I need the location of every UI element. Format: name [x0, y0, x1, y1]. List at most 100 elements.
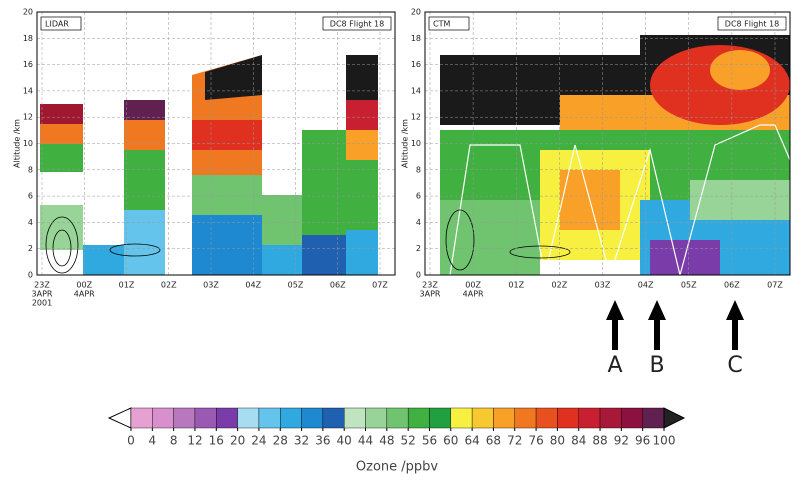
x-tick-label: 02Z [161, 281, 177, 290]
colorbar-tick-label: 24 [251, 434, 266, 448]
y-tick-label: 12 [23, 113, 33, 122]
x-tick-label: 07Z [767, 281, 783, 290]
colorbar-cell [216, 408, 237, 428]
arrow-shaft [612, 318, 618, 350]
colorbar-tick-label: 96 [635, 434, 650, 448]
colorbar-max-end [664, 408, 684, 428]
colorbar-tick-label: 40 [337, 434, 352, 448]
colorbar-tick-label: 36 [315, 434, 330, 448]
colorbar-cell [600, 408, 621, 428]
y-tick-label: 2 [416, 244, 421, 253]
y-tick-label: 18 [23, 34, 33, 43]
colorbar-tick-label: 88 [592, 434, 607, 448]
colorbar-tick-label: 68 [486, 434, 501, 448]
x-tick-label: 3APR [32, 290, 53, 299]
colorbar-tick-label: 60 [443, 434, 458, 448]
x-tick-label: 04Z [245, 281, 261, 290]
x-tick-label: 05Z [681, 281, 697, 290]
x-tick-label: 01Z [119, 281, 135, 290]
colorbar-cell [472, 408, 493, 428]
x-tick-label: 00Z [465, 281, 481, 290]
x-tick-label: 23Z [34, 281, 50, 290]
y-tick-label: 0 [28, 271, 33, 280]
flight-label: DC8 Flight 18 [725, 20, 779, 29]
x-tick-label: 03Z [203, 281, 219, 290]
colorbar-cell [366, 408, 387, 428]
x-tick-label: 2001 [32, 299, 52, 308]
arrow-label: B [649, 353, 664, 378]
colorbar-tick-label: 4 [148, 434, 156, 448]
colorbar-cell [515, 408, 536, 428]
colorbar-cell [259, 408, 280, 428]
y-tick-label: 20 [411, 8, 421, 17]
colorbar-cell [643, 408, 664, 428]
colorbar-tick-label: 12 [187, 434, 202, 448]
colorbar-tick-label: 44 [358, 434, 373, 448]
colorbar-cell [387, 408, 408, 428]
y-tick-label: 4 [416, 218, 421, 227]
panel-label: CTM [433, 20, 450, 29]
colorbar-tick-label: 16 [209, 434, 224, 448]
colorbar-cell [238, 408, 259, 428]
arrow-shaft [732, 318, 738, 350]
colorbar-tick-label: 80 [550, 434, 565, 448]
colorbar-cell [280, 408, 301, 428]
colorbar-cell [536, 408, 557, 428]
colorbar-cell [323, 408, 344, 428]
colorbar-cell [152, 408, 173, 428]
flight-label: DC8 Flight 18 [330, 20, 384, 29]
y-tick-label: 16 [23, 60, 33, 69]
colorbar-tick-label: 64 [464, 434, 479, 448]
colorbar-cell [344, 408, 365, 428]
colorbar-tick-label: 48 [379, 434, 394, 448]
y-tick-label: 20 [23, 8, 33, 17]
y-tick-label: 6 [416, 192, 421, 201]
colorbar-cell [131, 408, 152, 428]
y-axis-label: Altitude /km [401, 119, 410, 168]
colorbar-label: Ozone /ppbv [356, 460, 439, 475]
colorbar-tick-label: 8 [170, 434, 178, 448]
colorbar-tick-label: 76 [528, 434, 543, 448]
y-tick-label: 10 [23, 139, 33, 148]
x-tick-label: 05Z [288, 281, 304, 290]
arrow-head [648, 300, 666, 320]
x-tick-label: 4APR [463, 290, 484, 299]
y-axis-label: Altitude /km [13, 119, 22, 168]
colorbar-cell [557, 408, 578, 428]
panel-label: LIDAR [45, 20, 69, 29]
x-tick-label: 03Z [595, 281, 611, 290]
y-tick-label: 4 [28, 218, 33, 227]
colorbar-tick-label: 28 [273, 434, 288, 448]
x-tick-label: 23Z [422, 281, 438, 290]
x-tick-label: 07Z [372, 281, 388, 290]
y-tick-label: 14 [23, 86, 33, 95]
colorbar-tick-label: 20 [230, 434, 245, 448]
arrow-label: C [727, 353, 742, 378]
y-tick-label: 14 [411, 86, 421, 95]
x-tick-label: 06Z [724, 281, 740, 290]
colorbar-cell [579, 408, 600, 428]
x-tick-label: 00Z [76, 281, 92, 290]
x-tick-label: 02Z [552, 281, 568, 290]
colorbar-tick-label: 52 [401, 434, 416, 448]
colorbar-tick-label: 32 [294, 434, 309, 448]
y-tick-label: 2 [28, 244, 33, 253]
colorbar-cell [621, 408, 642, 428]
colorbar-cell [493, 408, 514, 428]
x-tick-label: 06Z [330, 281, 346, 290]
colorbar-tick-label: 92 [614, 434, 629, 448]
ctm-field [440, 35, 790, 275]
colorbar-cell [451, 408, 472, 428]
lidar-field [40, 55, 378, 275]
colorbar-cell [408, 408, 429, 428]
arrow-shaft [654, 318, 660, 350]
y-tick-label: 16 [411, 60, 421, 69]
colorbar-cell [195, 408, 216, 428]
colorbar-cell [174, 408, 195, 428]
y-tick-label: 12 [411, 113, 421, 122]
colorbar-tick-label: 100 [653, 434, 676, 448]
x-tick-label: 01Z [508, 281, 524, 290]
x-tick-label: 3APR [420, 290, 441, 299]
y-tick-label: 0 [416, 271, 421, 280]
colorbar-cell [429, 408, 450, 428]
